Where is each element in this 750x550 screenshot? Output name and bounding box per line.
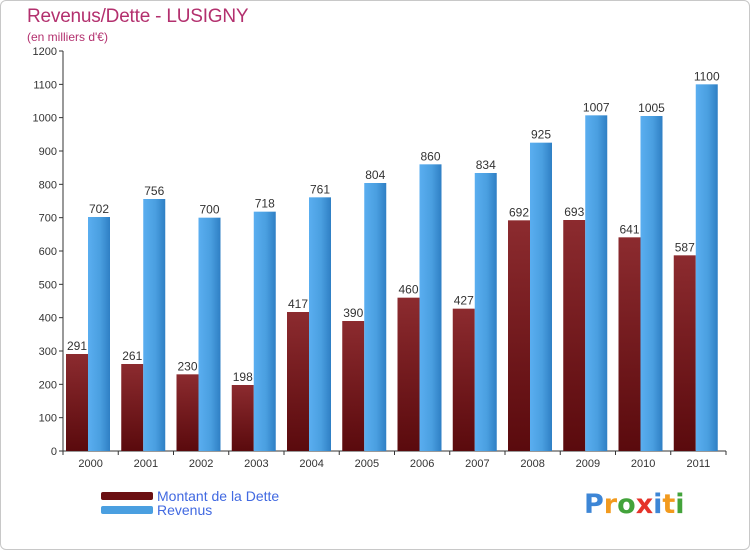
y-tick-label: 800 bbox=[39, 179, 57, 191]
logo-letter: o bbox=[617, 489, 636, 520]
x-axis: 2000 2001 2002 2003 2004 2005 2006 2007 2008 2009… bbox=[62, 450, 727, 470]
bar-dette bbox=[452, 308, 475, 451]
logo-letter: i bbox=[675, 489, 685, 520]
bar-revenus bbox=[364, 183, 387, 451]
data-label-dette: 291 bbox=[67, 339, 87, 353]
bar-dette bbox=[508, 220, 530, 451]
bar-revenus bbox=[143, 199, 166, 451]
bar-dette bbox=[121, 364, 144, 451]
data-label-revenus: 925 bbox=[531, 128, 551, 142]
bar-revenus bbox=[474, 173, 497, 451]
bar-dette bbox=[176, 374, 199, 451]
bar-dette bbox=[66, 354, 88, 451]
y-tick-label: 0 bbox=[51, 446, 57, 458]
legend-item-dette: Montant de la Dette bbox=[101, 488, 280, 504]
legend-label-dette: Montant de la Dette bbox=[157, 488, 280, 504]
y-tick-label: 1000 bbox=[33, 113, 57, 125]
data-label-revenus: 834 bbox=[476, 158, 496, 172]
x-tick-label: 2009 bbox=[576, 458, 600, 470]
y-tick-label: 900 bbox=[39, 146, 57, 158]
y-tick-label: 300 bbox=[39, 346, 57, 358]
data-label-dette: 460 bbox=[398, 283, 418, 297]
y-tick-label: 400 bbox=[39, 313, 57, 325]
y-tick-label: 100 bbox=[39, 413, 57, 425]
bar-dette bbox=[231, 385, 254, 451]
data-label-dette: 261 bbox=[122, 349, 142, 363]
chart-subtitle: (en milliers d'€) bbox=[27, 30, 108, 44]
x-tick-label: 2001 bbox=[134, 458, 158, 470]
bar-dette bbox=[397, 297, 420, 451]
data-label-revenus: 702 bbox=[89, 202, 109, 216]
data-labels: 291 702 261 756 230 700 198 718 417 761 390 804 460 8… bbox=[67, 69, 720, 384]
bar-dette bbox=[673, 255, 696, 451]
logo-letter: x bbox=[635, 489, 654, 520]
legend-label-revenus: Revenus bbox=[157, 502, 213, 518]
logo-letter: r bbox=[603, 489, 618, 520]
proxiti-logo: Proxiti bbox=[584, 489, 685, 520]
chart-title: Revenus/Dette - LUSIGNY bbox=[27, 6, 249, 27]
data-label-revenus: 1100 bbox=[694, 69, 720, 83]
x-tick-label: 2007 bbox=[465, 458, 489, 470]
x-tick-label: 2005 bbox=[355, 458, 379, 470]
bar-revenus bbox=[88, 217, 110, 451]
data-label-revenus: 860 bbox=[420, 149, 440, 163]
data-label-dette: 427 bbox=[454, 294, 474, 308]
data-label-revenus: 756 bbox=[144, 184, 164, 198]
bar-revenus bbox=[640, 116, 663, 451]
bar-revenus bbox=[253, 211, 276, 451]
bar-revenus bbox=[530, 142, 552, 451]
data-label-revenus: 761 bbox=[310, 182, 330, 196]
data-label-dette: 390 bbox=[343, 306, 363, 320]
y-tick-label: 700 bbox=[39, 213, 57, 225]
x-tick-label: 2002 bbox=[189, 458, 213, 470]
y-tick-label: 600 bbox=[39, 246, 57, 258]
bar-dette bbox=[563, 220, 586, 451]
data-label-revenus: 700 bbox=[199, 203, 219, 217]
data-label-dette: 587 bbox=[675, 240, 695, 254]
x-tick-label: 2006 bbox=[410, 458, 434, 470]
data-label-dette: 198 bbox=[233, 370, 253, 384]
data-label-dette: 417 bbox=[288, 297, 308, 311]
logo-letter: P bbox=[584, 489, 604, 520]
bar-dette bbox=[287, 312, 309, 451]
legend-swatch-dette bbox=[101, 492, 153, 500]
legend-item-revenus: Revenus bbox=[101, 502, 213, 518]
y-tick-label: 500 bbox=[39, 279, 57, 291]
x-tick-label: 2011 bbox=[687, 458, 711, 470]
data-label-revenus: 1007 bbox=[583, 100, 610, 114]
bars bbox=[66, 84, 718, 452]
x-tick-label: 2008 bbox=[520, 458, 544, 470]
x-tick-label: 2004 bbox=[299, 458, 323, 470]
data-label-revenus: 804 bbox=[365, 168, 385, 182]
data-label-dette: 641 bbox=[619, 222, 639, 236]
bar-revenus bbox=[585, 115, 608, 451]
x-tick-label: 2003 bbox=[244, 458, 268, 470]
y-tick-label: 1100 bbox=[33, 79, 57, 91]
logo-letter: i bbox=[653, 489, 663, 520]
y-tick-label: 1200 bbox=[33, 46, 57, 58]
data-label-revenus: 1005 bbox=[638, 101, 665, 115]
bar-dette bbox=[618, 237, 641, 451]
x-tick-label: 2000 bbox=[78, 458, 102, 470]
logo-letter: t bbox=[662, 489, 676, 520]
bar-revenus bbox=[695, 84, 718, 451]
bar-revenus bbox=[198, 217, 221, 451]
data-label-dette: 693 bbox=[564, 205, 584, 219]
y-tick-label: 200 bbox=[39, 379, 57, 391]
x-tick-label: 2010 bbox=[631, 458, 655, 470]
bar-revenus bbox=[419, 164, 442, 452]
bar-revenus bbox=[309, 197, 331, 451]
legend-swatch-revenus bbox=[101, 506, 153, 514]
bar-dette bbox=[342, 321, 365, 451]
data-label-dette: 230 bbox=[177, 359, 197, 373]
data-label-dette: 692 bbox=[509, 205, 529, 219]
data-label-revenus: 718 bbox=[255, 197, 275, 211]
y-axis: 0 100 200 300 400 500 600 700 800 900 1000 1100 1200 bbox=[33, 46, 64, 458]
